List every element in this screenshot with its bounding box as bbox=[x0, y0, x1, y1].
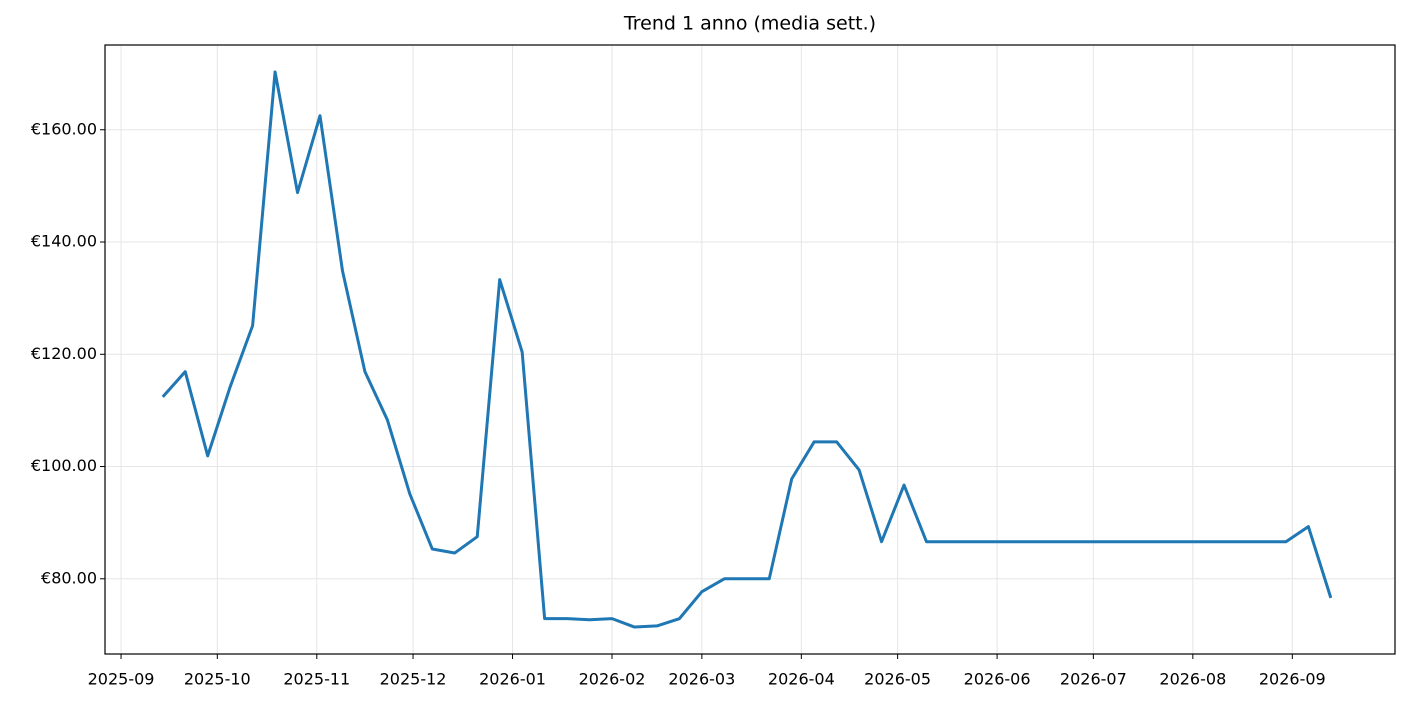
chart-title: Trend 1 anno (media sett.) bbox=[623, 13, 876, 35]
x-tick-label: 2025-09 bbox=[88, 670, 155, 689]
y-tick-label: €160.00 bbox=[31, 119, 97, 138]
x-tick-label: 2025-12 bbox=[380, 670, 447, 689]
x-tick-label: 2026-04 bbox=[768, 670, 835, 689]
x-tick-label: 2026-07 bbox=[1060, 670, 1127, 689]
x-tick-label: 2026-01 bbox=[479, 670, 546, 689]
x-tick-label: 2026-06 bbox=[964, 670, 1031, 689]
y-tick-label: €140.00 bbox=[31, 232, 97, 251]
y-tick-label: €100.00 bbox=[31, 456, 97, 475]
line-series bbox=[161, 70, 1333, 629]
x-tick-label: 2026-09 bbox=[1259, 670, 1326, 689]
x-tick-label: 2026-05 bbox=[864, 670, 931, 689]
x-tick-label: 2025-10 bbox=[184, 670, 251, 689]
x-tick-label: 2025-11 bbox=[283, 670, 350, 689]
y-tick-label: €120.00 bbox=[31, 344, 97, 363]
y-tick-label: €80.00 bbox=[41, 568, 97, 587]
x-tick-label: 2026-03 bbox=[668, 670, 735, 689]
x-tick-label: 2026-08 bbox=[1159, 670, 1226, 689]
plot-frame bbox=[104, 44, 1396, 655]
x-tick-label: 2026-02 bbox=[579, 670, 646, 689]
